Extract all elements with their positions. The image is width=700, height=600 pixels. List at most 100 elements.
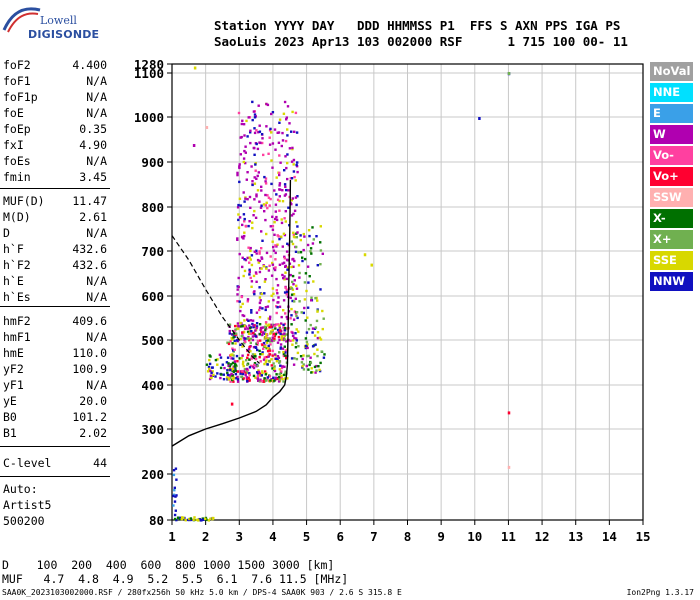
echo-point: [363, 253, 367, 257]
echo-point: [236, 288, 239, 291]
echo-point: [310, 252, 313, 255]
param-label: foE: [3, 106, 24, 120]
echo-point: [175, 518, 178, 522]
param-row-foes: foEs N/A: [3, 154, 107, 170]
echo-point: [291, 339, 295, 342]
echo-point: [237, 324, 240, 328]
echo-point: [280, 144, 283, 148]
echo-point: [241, 331, 244, 334]
x-tick-label: 13: [568, 529, 583, 544]
echo-point: [175, 478, 178, 481]
echo-point: [311, 327, 315, 330]
echo-point: [236, 293, 239, 296]
echo-point: [243, 134, 246, 137]
param-label: fxI: [3, 138, 24, 152]
panel-divider: [0, 446, 110, 447]
echo-point: [294, 297, 297, 300]
echo-point: [253, 362, 257, 365]
echo-point: [295, 339, 298, 342]
echo-point: [243, 339, 246, 342]
echo-point: [307, 368, 310, 371]
echo-point: [210, 371, 213, 374]
echo-point: [248, 372, 251, 375]
echo-point: [248, 378, 251, 382]
param-row-foep: foEp 0.35: [3, 122, 107, 138]
echo-point: [300, 361, 304, 364]
echo-point: [302, 311, 305, 315]
echo-point: [245, 359, 248, 362]
y-tick-label: 600: [141, 289, 164, 304]
echo-point: [235, 324, 238, 328]
echo-point: [278, 305, 282, 308]
param-label: hmE: [3, 346, 24, 360]
echo-point: [195, 518, 198, 522]
echo-point: [176, 516, 180, 519]
param-row-h-f: h`F 432.6: [3, 242, 107, 258]
echo-point: [254, 169, 257, 172]
echo-point: [284, 185, 287, 188]
echo-point: [243, 368, 247, 371]
echo-point: [309, 323, 312, 327]
echo-point: [274, 332, 277, 336]
echo-point: [285, 166, 288, 170]
echo-point: [271, 329, 274, 332]
echo-point: [308, 363, 311, 367]
echo-point: [173, 500, 177, 503]
echo-point: [244, 373, 247, 377]
echo-point: [304, 272, 308, 275]
param-value: 4.400: [72, 58, 107, 72]
echo-point: [268, 323, 271, 326]
echo-point: [244, 337, 247, 340]
echo-point: [296, 161, 299, 164]
echo-point: [293, 130, 296, 133]
echo-point: [223, 366, 226, 370]
echo-point: [284, 139, 288, 143]
echo-point: [242, 274, 245, 278]
echo-point: [173, 513, 177, 517]
echo-point: [290, 160, 294, 163]
echo-point: [258, 301, 262, 305]
echo-point: [228, 332, 231, 335]
echo-point: [295, 163, 298, 167]
echo-point: [262, 326, 265, 329]
echo-point: [281, 200, 285, 203]
x-tick-label: 7: [370, 529, 378, 544]
echo-point: [311, 242, 315, 245]
echo-point: [292, 283, 295, 286]
echo-point: [268, 143, 272, 146]
echo-point: [248, 345, 251, 349]
echo-point: [241, 372, 245, 376]
echo-point: [226, 356, 230, 359]
echo-point: [227, 364, 230, 367]
echo-point: [250, 263, 254, 267]
echo-point: [232, 349, 235, 352]
echo-point: [251, 118, 254, 122]
echo-point: [243, 342, 246, 345]
echo-point: [261, 239, 264, 242]
echo-point: [267, 354, 270, 357]
echo-point: [240, 325, 243, 328]
echo-point: [317, 365, 320, 368]
echo-point: [232, 367, 235, 370]
echo-point: [249, 337, 253, 341]
echo-point: [271, 349, 274, 352]
echo-point: [277, 296, 280, 299]
echo-point: [271, 379, 275, 382]
echo-point: [239, 372, 242, 375]
echo-point: [266, 206, 269, 210]
echo-point: [251, 335, 255, 338]
echo-point: [275, 176, 278, 179]
echo-point: [264, 193, 267, 197]
echo-point: [292, 318, 296, 321]
echo-point: [281, 245, 284, 248]
echo-point: [266, 376, 270, 379]
echo-point: [247, 347, 251, 351]
echo-point: [244, 151, 247, 154]
echo-point: [297, 264, 301, 267]
echo-point: [239, 204, 242, 207]
echo-point: [248, 324, 251, 327]
echo-point: [253, 116, 257, 119]
echo-point: [232, 370, 236, 374]
echo-point: [290, 240, 293, 243]
echo-point: [182, 516, 185, 520]
